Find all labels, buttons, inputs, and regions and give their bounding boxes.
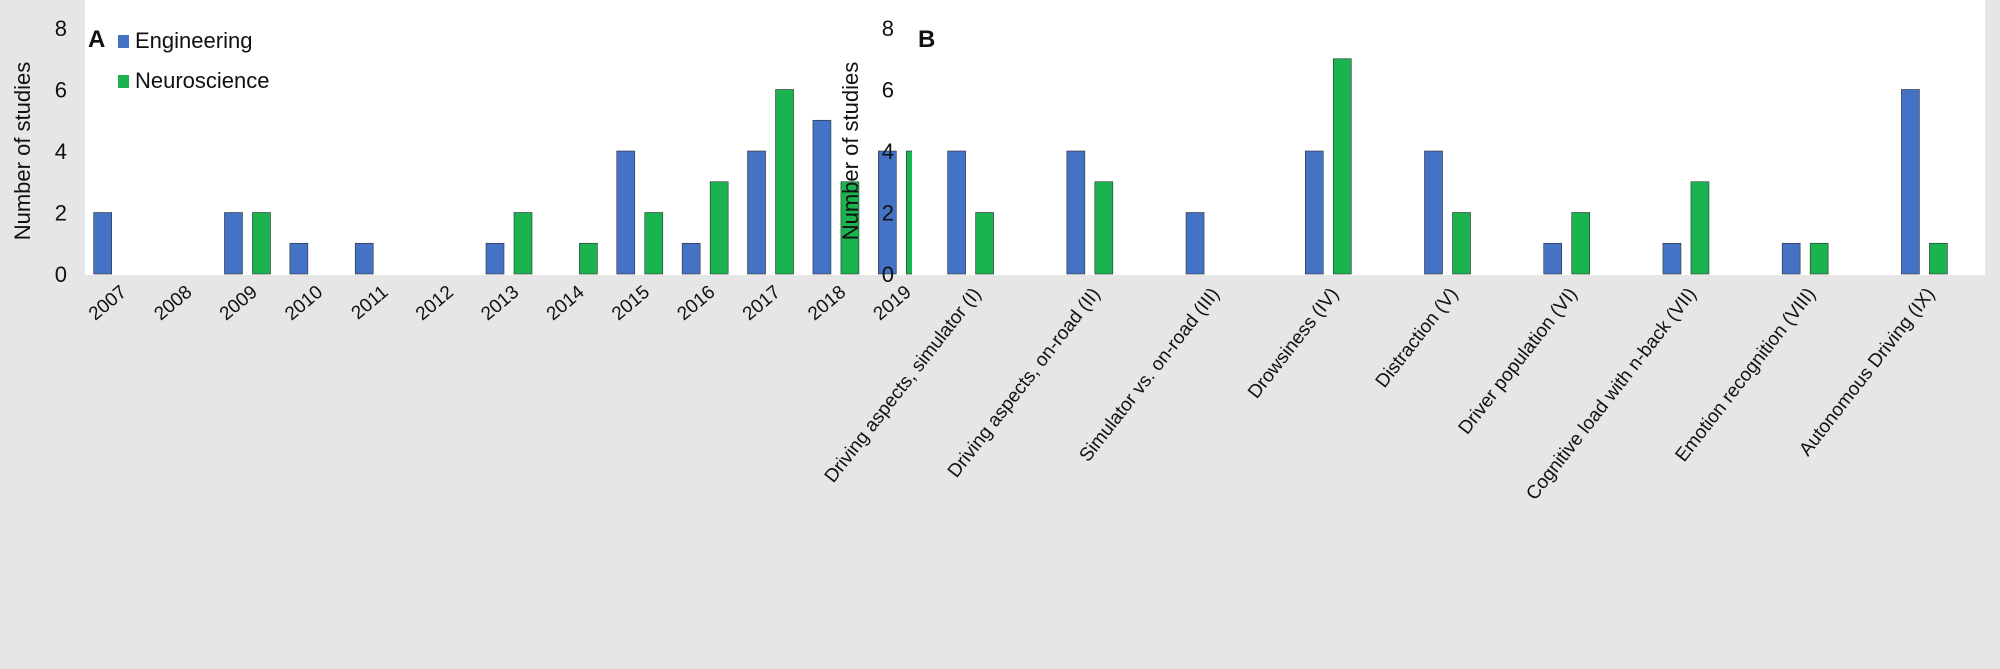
panel-b-bar-engineering xyxy=(947,150,966,275)
panel-b-bar-engineering xyxy=(1662,242,1682,275)
panel-a-bar-neuroscience xyxy=(840,181,860,275)
panel-a-bar-engineering xyxy=(812,119,832,275)
panel-b-ytick-label: 0 xyxy=(882,262,894,287)
panel-a-bar-neuroscience xyxy=(579,242,598,275)
panel-a-bar-engineering xyxy=(289,242,309,275)
panel-b-bar-neuroscience xyxy=(1452,212,1471,275)
panel-b-bar-neuroscience xyxy=(1571,212,1591,275)
panel-a-category-label: 2017 xyxy=(739,282,785,325)
panel-a-bar-engineering xyxy=(93,212,112,275)
panel-a-ytick-label: 4 xyxy=(55,139,67,164)
panel-b-bar-neuroscience xyxy=(1690,181,1710,275)
panel-b-bar-neuroscience xyxy=(1094,181,1114,275)
panel-a-ytick-label: 6 xyxy=(55,78,67,103)
panel-b-bar-engineering xyxy=(1066,150,1086,275)
panel-b-category-label: Distraction (V) xyxy=(1372,284,1463,392)
panel-a-bar-engineering xyxy=(224,212,243,275)
panel-a-category-label: 2015 xyxy=(608,282,654,325)
panel-b-ylabel: Number of studies xyxy=(838,62,863,241)
panel-b-bar-engineering xyxy=(1424,150,1443,275)
panel-a-category-label: 2010 xyxy=(281,282,327,325)
panel-a-bar-neuroscience xyxy=(513,212,533,275)
panel-a-ytick-label: 0 xyxy=(55,262,67,287)
panel-a-bar-neuroscience xyxy=(709,181,729,275)
panel-a-bar-engineering xyxy=(616,150,636,275)
panel-b-bar-neuroscience xyxy=(1929,242,1948,275)
panel-b-ytick-label: 4 xyxy=(882,139,894,164)
panel-a-category-label: 2014 xyxy=(543,281,589,325)
panel-b-category-label: Simulator vs. on-road (III) xyxy=(1075,284,1224,466)
panel-a-bar-engineering xyxy=(878,150,897,275)
panel-a-category-label: 2019 xyxy=(870,282,916,325)
panel-b-bar-engineering xyxy=(1543,242,1563,275)
panel-a-category-label: 2007 xyxy=(85,282,131,325)
panel-a-bar-engineering xyxy=(681,242,701,275)
panel-a-category-label: 2018 xyxy=(804,282,850,325)
panel-b-bar-engineering xyxy=(1781,242,1801,275)
panel-b-category-label: Autonomous Driving (IX) xyxy=(1795,284,1939,460)
panel-a-bar-engineering xyxy=(354,242,374,275)
panel-a-category-label: 2013 xyxy=(477,282,523,325)
panel-a-ylabel: Number of studies xyxy=(10,62,35,241)
panel-a-category-label: 2011 xyxy=(348,282,393,324)
panel-a-category-label: 2012 xyxy=(412,282,458,325)
panel-a: 0 2 4 6 8 Number of studies A 2007 2008 2009 2010 2… xyxy=(10,0,935,325)
panel-b-bar-neuroscience xyxy=(975,212,994,275)
panel-a-bar-engineering xyxy=(747,150,766,275)
legend-label-neuroscience: Neuroscience xyxy=(135,68,270,93)
panel-b-bar-engineering xyxy=(1304,150,1324,275)
legend-swatch-engineering xyxy=(118,35,129,48)
panel-a-ytick-label: 8 xyxy=(55,16,67,41)
panel-a-category-label: 2008 xyxy=(150,282,196,325)
panel-b-category-label: Emotion recognition (VIII) xyxy=(1672,284,1821,466)
panel-b-bar-engineering xyxy=(1901,89,1920,275)
panel-b-category-label: Driver population (VI) xyxy=(1455,284,1582,438)
panel-b-bar-engineering xyxy=(1185,212,1205,275)
panel-a-bar-neuroscience xyxy=(775,89,794,275)
panel-b-ytick-label: 6 xyxy=(882,78,894,103)
panel-b-bar-neuroscience xyxy=(1332,58,1352,275)
legend-swatch-neuroscience xyxy=(118,75,129,88)
panel-a-category-label: 2016 xyxy=(673,282,719,325)
panel-b-ytick-label: 2 xyxy=(882,201,894,226)
legend-label-engineering: Engineering xyxy=(135,28,252,53)
panel-b-label: B xyxy=(918,26,935,53)
panel-b-bar-neuroscience xyxy=(1809,242,1829,275)
panel-a-label: A xyxy=(88,26,105,53)
panel-a-bar-engineering xyxy=(485,242,505,275)
panel-a-category-label: 2009 xyxy=(216,282,262,325)
panel-b-ytick-label: 8 xyxy=(882,16,894,41)
panel-b-plot-area xyxy=(912,0,1985,275)
panel-b-category-label: Drowsiness (IV) xyxy=(1244,284,1343,403)
panel-a-bar-neuroscience xyxy=(644,212,664,275)
panel-a-ytick-label: 2 xyxy=(55,201,67,226)
panel-a-bar-neuroscience xyxy=(252,212,271,275)
